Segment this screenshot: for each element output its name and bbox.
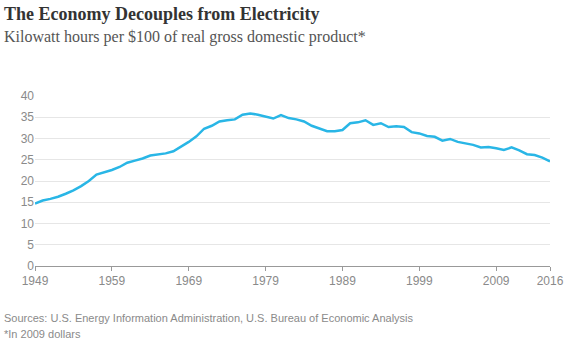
- svg-text:2009: 2009: [483, 274, 510, 288]
- svg-text:The Economy Decouples from Ele: The Economy Decouples from Electricity: [4, 4, 320, 24]
- svg-text:15: 15: [21, 195, 35, 209]
- svg-text:20: 20: [21, 174, 35, 188]
- svg-text:1949: 1949: [22, 274, 49, 288]
- svg-text:*In 2009 dollars: *In 2009 dollars: [4, 328, 81, 340]
- svg-text:1969: 1969: [175, 274, 202, 288]
- svg-text:1959: 1959: [99, 274, 126, 288]
- svg-text:2016: 2016: [537, 274, 564, 288]
- svg-text:5: 5: [27, 238, 34, 252]
- svg-text:Sources: U.S. Energy Informati: Sources: U.S. Energy Information Adminis…: [4, 312, 414, 324]
- svg-text:35: 35: [21, 110, 35, 124]
- svg-text:25: 25: [21, 153, 35, 167]
- svg-text:0: 0: [27, 259, 34, 273]
- svg-text:10: 10: [21, 217, 35, 231]
- svg-text:30: 30: [21, 132, 35, 146]
- svg-text:40: 40: [21, 89, 35, 103]
- svg-text:1979: 1979: [252, 274, 279, 288]
- svg-text:1999: 1999: [406, 274, 433, 288]
- svg-text:Kilowatt hours per $100 of rea: Kilowatt hours per $100 of real gross do…: [4, 28, 366, 46]
- svg-text:1989: 1989: [329, 274, 356, 288]
